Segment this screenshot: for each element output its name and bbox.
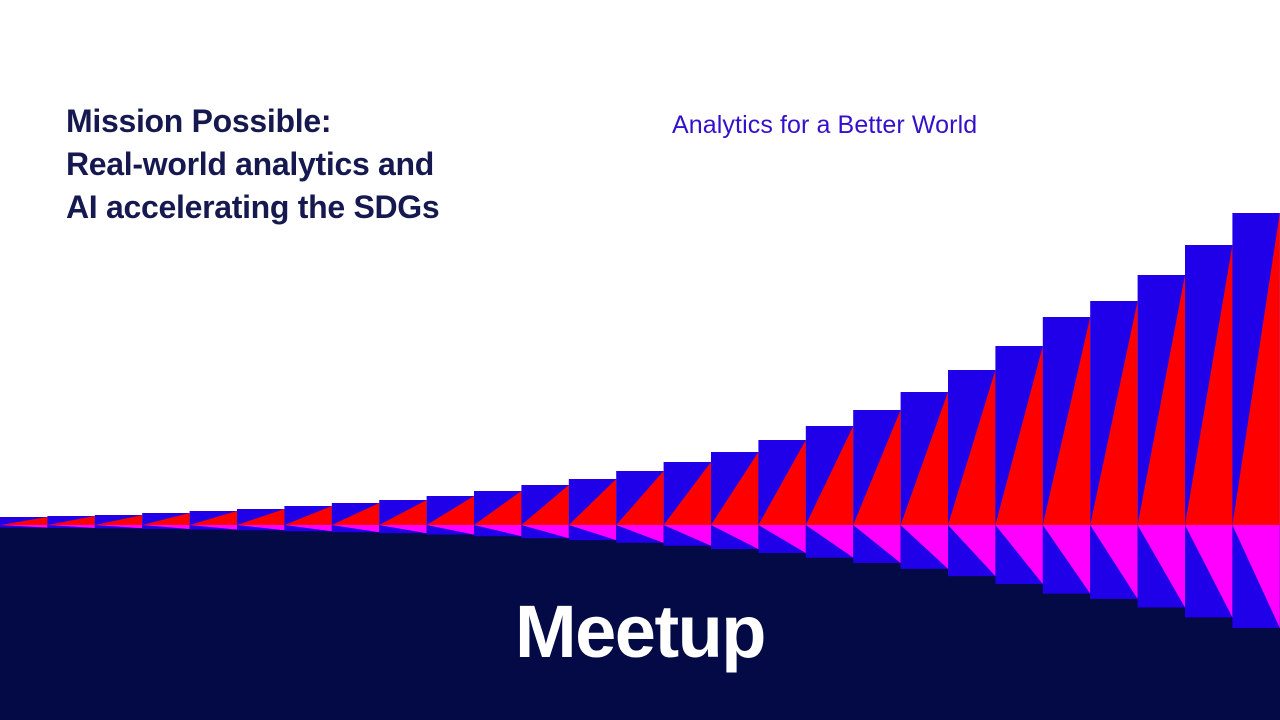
growth-column-lower [805, 525, 854, 558]
growth-column-lower [1042, 525, 1091, 594]
growth-column-upper [853, 410, 901, 525]
growth-column-upper [805, 426, 854, 525]
growth-column-lower [995, 525, 1043, 585]
growth-column-upper [1090, 301, 1138, 525]
growth-column-lower [237, 525, 285, 531]
growth-column-lower [142, 525, 190, 529]
growth-column-lower [758, 525, 806, 554]
growth-column-upper [474, 491, 522, 525]
growth-column-upper [758, 440, 806, 525]
growth-column-lower [1137, 525, 1185, 608]
growth-column-lower [900, 525, 948, 569]
growth-column-upper [284, 506, 332, 525]
growth-column-lower [663, 525, 711, 546]
growth-column-lower [1232, 525, 1280, 628]
growth-column-lower [1090, 525, 1138, 599]
growth-column-upper [521, 485, 569, 525]
growth-column-upper [237, 509, 285, 525]
growth-column-upper [1232, 213, 1280, 525]
growth-column-upper [948, 370, 996, 525]
growth-column-upper [47, 516, 95, 525]
growth-column-lower [284, 525, 332, 532]
growth-column-upper [189, 511, 237, 525]
growth-column-upper [1137, 275, 1185, 525]
growth-column-lower [711, 525, 759, 550]
growth-column-lower [189, 525, 237, 530]
growth-column-lower [948, 525, 996, 577]
growth-column-lower [568, 525, 617, 541]
growth-column-upper [900, 392, 948, 525]
growth-column-upper [1185, 245, 1233, 525]
growth-column-upper [0, 517, 48, 525]
growth-column-upper [1042, 317, 1091, 525]
growth-column-lower [616, 525, 664, 543]
footer-wordmark: Meetup [515, 590, 767, 673]
growth-column-lower [94, 525, 143, 529]
growth-column-lower [474, 525, 522, 537]
growth-column-lower [1185, 525, 1233, 618]
growth-column-lower [853, 525, 901, 563]
page-title: Mission Possible: Real-world analytics a… [66, 103, 440, 225]
growth-column-upper [142, 513, 190, 525]
growth-column-upper [616, 471, 664, 525]
growth-column-upper [331, 503, 380, 525]
growth-column-upper [94, 515, 143, 525]
growth-column-upper [711, 452, 759, 525]
growth-column-lower [426, 525, 474, 535]
growth-column-lower [0, 525, 48, 528]
growth-column-upper [995, 346, 1043, 525]
growth-column-lower [47, 525, 95, 528]
growth-column-lower [379, 525, 427, 534]
growth-column-upper [663, 462, 711, 525]
subtitle-text: Analytics for a Better World [672, 111, 978, 139]
growth-column-lower [521, 525, 569, 539]
growth-column-upper [426, 496, 474, 525]
growth-column-upper [379, 500, 427, 525]
growth-column-upper [568, 479, 617, 525]
growth-column-lower [331, 525, 380, 533]
bars-layer [0, 213, 1280, 525]
bars-lower-layer [0, 525, 1280, 628]
